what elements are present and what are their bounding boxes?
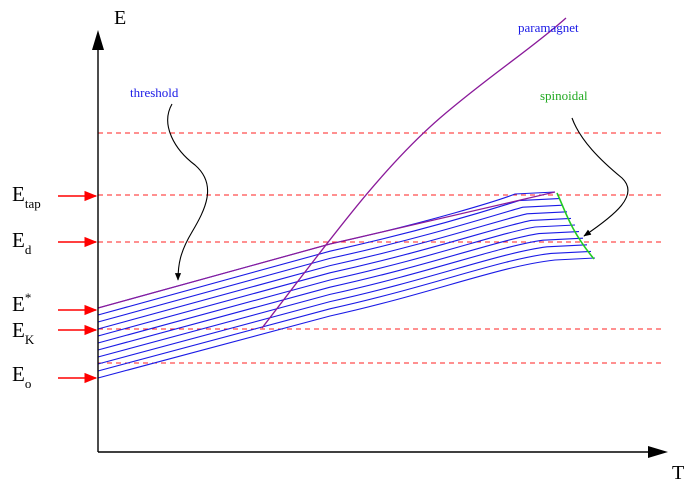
x-axis-arrowhead (648, 446, 668, 458)
state-curve (97, 198, 560, 316)
dashed-levels (98, 132, 662, 364)
label-e-tap: Etap (12, 182, 41, 211)
state-curve (97, 231, 580, 351)
spinoidal-pointer (571, 117, 629, 237)
spinoidal-curve (556, 192, 595, 260)
label-e-star: E* (12, 290, 31, 316)
threshold-label: threshold (130, 85, 179, 100)
label-e-d: Ed (12, 228, 32, 257)
state-curve (97, 250, 592, 372)
state-curve (97, 224, 576, 344)
paramagnet-label: paramagnet (518, 20, 579, 35)
state-curve (97, 217, 572, 337)
level-arrows (58, 190, 98, 384)
threshold-pointer (167, 103, 209, 281)
axes (97, 38, 656, 453)
y-axis-label: E (114, 7, 126, 29)
spinoidal-label: spinoidal (540, 88, 588, 103)
state-curve (97, 211, 568, 330)
label-e-kappa: EK (12, 318, 35, 347)
state-curve (97, 244, 588, 365)
y-axis-arrowhead (92, 30, 104, 50)
state-curve (97, 237, 584, 358)
state-curve (97, 257, 596, 379)
state-curve (97, 204, 564, 323)
paramagnet-curve (261, 17, 567, 329)
state-curve (97, 191, 556, 309)
label-e-zero: Eo (12, 362, 31, 391)
x-axis-label: T (672, 462, 684, 481)
threshold-curve (97, 191, 556, 309)
